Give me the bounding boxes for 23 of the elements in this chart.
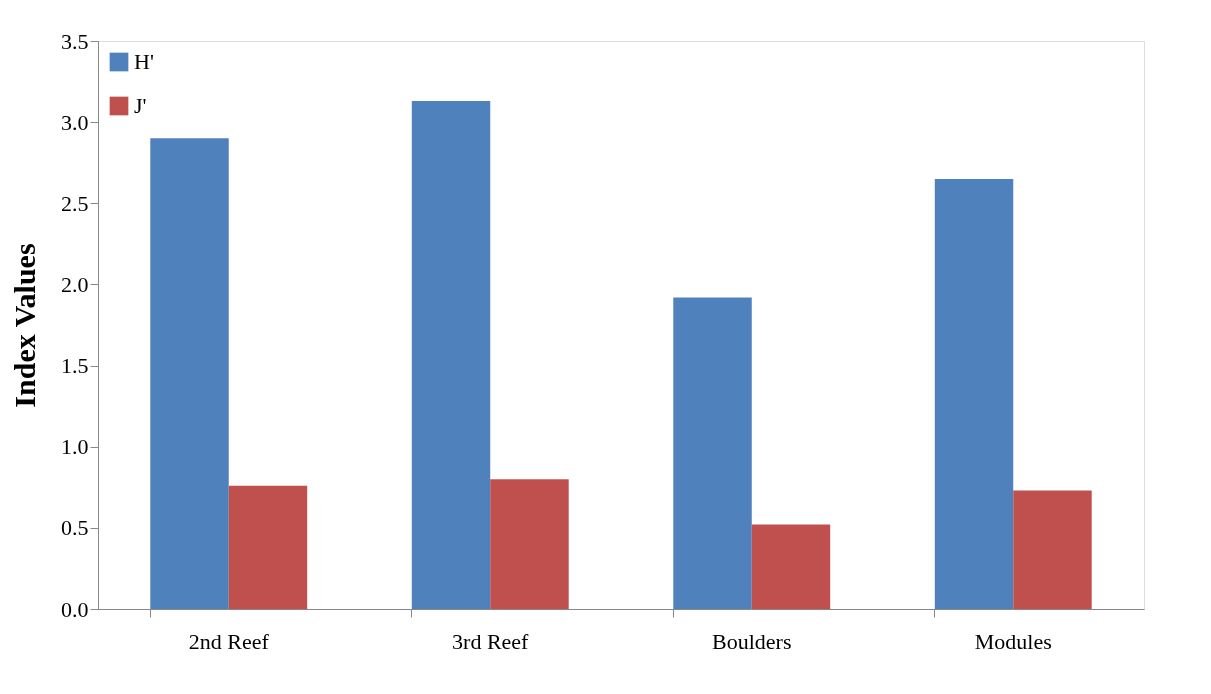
y-tick-label: 1.5 — [61, 353, 89, 379]
bar — [150, 138, 229, 609]
y-tick-label: 1.0 — [61, 434, 89, 460]
y-tick-label: 3.0 — [61, 109, 89, 135]
bar — [751, 524, 831, 609]
x-tick-label: 3rd Reef — [452, 628, 530, 654]
bar — [228, 485, 308, 609]
legend-label: H' — [134, 49, 154, 74]
bar — [934, 178, 1014, 609]
y-tick-label: 0.0 — [61, 596, 89, 622]
bar — [673, 297, 752, 609]
y-tick-label: 2.5 — [61, 190, 89, 216]
bar — [490, 479, 569, 609]
y-tick-label: 2.0 — [61, 271, 89, 297]
y-tick-label: 3.5 — [61, 28, 89, 54]
legend-label: J' — [134, 93, 147, 118]
y-axis-title: Index Values — [8, 243, 41, 408]
y-tick-label: 0.5 — [61, 515, 89, 541]
x-tick-label: 2nd Reef — [188, 628, 270, 654]
bar — [1013, 490, 1092, 609]
bar — [411, 101, 491, 609]
x-tick-label: Modules — [974, 628, 1052, 654]
x-tick-label: Boulders — [712, 628, 792, 654]
